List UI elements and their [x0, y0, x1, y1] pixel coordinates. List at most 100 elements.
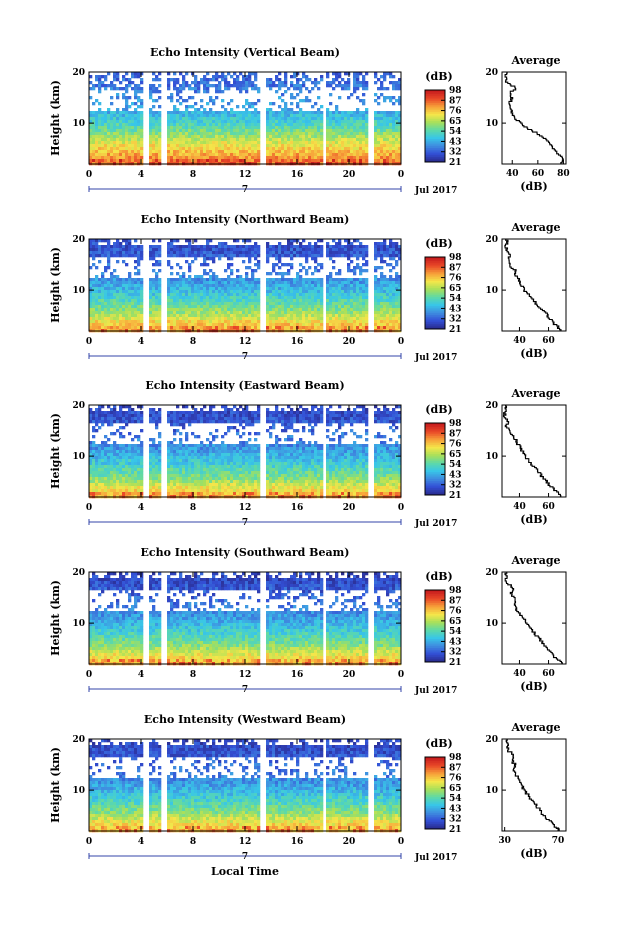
heatmap-cell: [107, 405, 111, 409]
heatmap-cell: [134, 90, 138, 94]
heatmap-cell: [176, 87, 180, 91]
heatmap-cell: [275, 141, 279, 145]
heatmap-cell: [290, 147, 294, 151]
heatmap-cell: [326, 323, 330, 327]
colorbar-swatch: [425, 298, 445, 301]
heatmap-cell: [287, 281, 291, 285]
heatmap-cell: [290, 302, 294, 306]
heatmap-cell: [119, 245, 123, 249]
heatmap-cell: [329, 102, 333, 106]
heatmap-cell: [278, 141, 282, 145]
heatmap-cell: [128, 254, 132, 258]
heatmap-cell: [290, 150, 294, 154]
heatmap-cell: [140, 314, 144, 318]
heatmap-cell: [269, 308, 273, 312]
heatmap-cell: [269, 302, 273, 306]
heatmap-cell: [98, 305, 102, 309]
heatmap-cell: [176, 281, 180, 285]
heatmap-cell: [365, 302, 369, 306]
heatmap-cell: [305, 272, 309, 276]
heatmap-cell: [248, 302, 252, 306]
heatmap-cell: [179, 144, 183, 148]
heatmap-cell: [209, 275, 213, 279]
heatmap-cell: [293, 239, 297, 243]
heatmap-cell: [386, 278, 390, 282]
heatmap-cell: [380, 314, 384, 318]
heatmap-cell: [353, 126, 357, 130]
heatmap-cell: [314, 242, 318, 246]
heatmap-cell: [353, 317, 357, 321]
heatmap-cell: [272, 284, 276, 288]
heatmap-cell: [245, 153, 249, 157]
heatmap-cell: [254, 111, 258, 115]
colorbar-tick-label: 65: [449, 117, 462, 127]
heatmap-cell: [374, 99, 378, 103]
heatmap-cell: [356, 156, 360, 160]
heatmap-cell: [356, 320, 360, 324]
heatmap-cell: [269, 278, 273, 282]
heatmap-cell: [257, 147, 261, 151]
heatmap-cell: [203, 129, 207, 133]
heatmap-cell: [335, 245, 339, 249]
heatmap-cell: [341, 323, 345, 327]
heatmap-cell: [188, 299, 192, 303]
heatmap-cell: [242, 260, 246, 264]
heatmap-cell: [308, 251, 312, 255]
heatmap-cell: [317, 156, 321, 160]
heatmap-cell: [233, 150, 237, 154]
heatmap-cell: [200, 281, 204, 285]
heatmap-cell: [365, 254, 369, 258]
heatmap-cell: [266, 108, 270, 112]
heatmap-cell: [398, 87, 402, 91]
heatmap-cell: [134, 138, 138, 142]
heatmap-cell: [392, 284, 396, 288]
heatmap-cell: [287, 314, 291, 318]
heatmap-cell: [251, 320, 255, 324]
date-label: 7: [242, 352, 248, 362]
heatmap-cell: [353, 90, 357, 94]
heatmap-cell: [122, 323, 126, 327]
heatmap-cell: [182, 78, 186, 82]
heatmap-cell: [302, 156, 306, 160]
heatmap-cell: [287, 239, 291, 243]
heatmap-cell: [200, 320, 204, 324]
heatmap-cell: [335, 314, 339, 318]
heatmap-cell: [248, 147, 252, 151]
heatmap-cell: [98, 108, 102, 112]
heatmap-cell: [122, 129, 126, 133]
heatmap-cell: [389, 99, 393, 103]
heatmap-cell: [173, 141, 177, 145]
heatmap-cell: [251, 135, 255, 139]
heatmap-cell: [107, 111, 111, 115]
heatmap-cell: [311, 111, 315, 115]
x-tick-label: 20: [343, 170, 356, 180]
heatmap-cell: [386, 281, 390, 285]
heatmap-cell: [131, 144, 135, 148]
heatmap-cell: [194, 254, 198, 258]
heatmap-cell: [152, 72, 156, 76]
heatmap-cell: [266, 296, 270, 300]
heatmap-cell: [290, 254, 294, 258]
heatmap-cell: [254, 120, 258, 124]
heatmap-cell: [278, 96, 282, 100]
heatmap-cell: [182, 290, 186, 294]
heatmap-cell: [335, 78, 339, 82]
heatmap-cell: [233, 153, 237, 157]
heatmap-cell: [113, 126, 117, 130]
heatmap-cell: [353, 308, 357, 312]
heatmap-cell: [125, 251, 129, 255]
heatmap-cell: [203, 147, 207, 151]
colorbar-swatch: [425, 127, 445, 130]
heatmap-cell: [221, 242, 225, 246]
heatmap-cell: [356, 120, 360, 124]
heatmap-cell: [227, 81, 231, 85]
heatmap-cell: [293, 308, 297, 312]
heatmap-cell: [191, 117, 195, 121]
heatmap-cell: [194, 114, 198, 118]
heatmap-cell: [194, 123, 198, 127]
heatmap-cell: [140, 278, 144, 282]
heatmap-cell: [116, 290, 120, 294]
heatmap-cell: [221, 278, 225, 282]
heatmap-cell: [290, 251, 294, 255]
heatmap-cell: [398, 284, 402, 288]
